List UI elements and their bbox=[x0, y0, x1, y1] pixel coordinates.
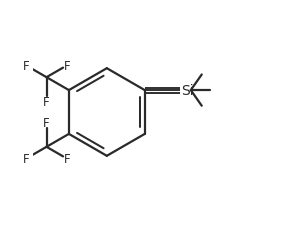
Text: F: F bbox=[43, 95, 50, 108]
Text: F: F bbox=[43, 117, 50, 130]
Text: F: F bbox=[22, 59, 29, 72]
Text: F: F bbox=[64, 153, 71, 166]
Text: Si: Si bbox=[181, 84, 194, 98]
Text: F: F bbox=[64, 59, 71, 72]
Text: F: F bbox=[22, 153, 29, 166]
